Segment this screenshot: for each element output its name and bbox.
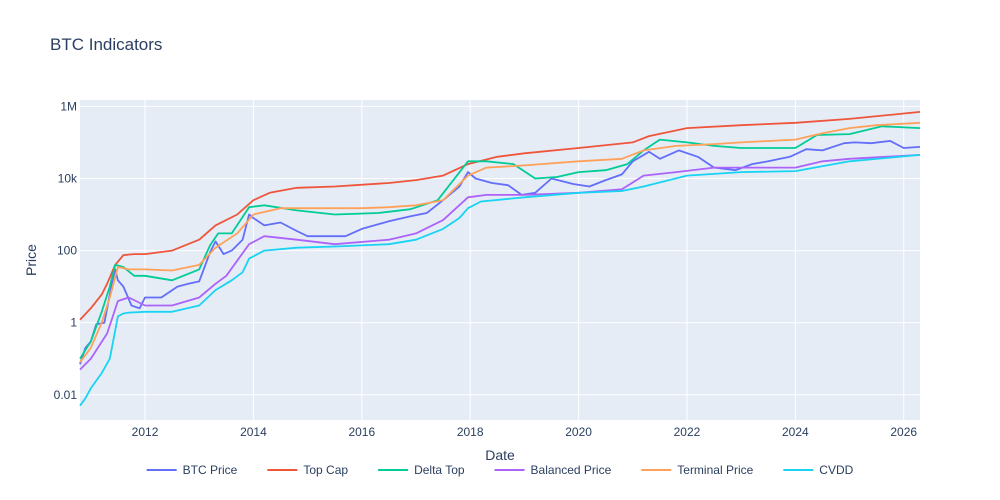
x-tick-label: 2020 [565, 425, 592, 439]
series-line-3 [79, 154, 921, 371]
y-tick-label: 1 [70, 316, 77, 330]
x-tick-label: 2024 [782, 425, 809, 439]
series-line-2 [79, 125, 921, 360]
x-tick-label: 2014 [240, 425, 267, 439]
y-axis-ticks: 0.01 1 100 10k 1M [54, 99, 78, 401]
x-tick-label: 2026 [890, 425, 917, 439]
x-axis-title: Date [485, 447, 515, 463]
x-axis-ticks: 2012 2014 2016 2018 2020 2022 2024 2026 [132, 425, 918, 439]
legend-label: Terminal Price [677, 463, 753, 477]
plot-area [80, 100, 920, 420]
legend-label: BTC Price [183, 463, 238, 477]
y-axis-title: Price [23, 244, 39, 276]
x-tick-label: 2016 [348, 425, 375, 439]
series-layer [79, 111, 921, 407]
y-tick-label: 0.01 [54, 388, 78, 402]
legend-label: Top Cap [303, 463, 348, 477]
series-line-5 [79, 154, 921, 407]
legend-label: CVDD [819, 463, 853, 477]
series-line-4 [79, 121, 921, 363]
legend-label: Balanced Price [531, 463, 612, 477]
chart-title: BTC Indicators [50, 35, 162, 54]
grid [80, 100, 920, 420]
x-tick-label: 2018 [457, 425, 484, 439]
x-tick-label: 2012 [132, 425, 159, 439]
legend: BTC Price Top Cap Delta Top Balanced Price T… [146, 463, 854, 477]
series-line-1 [79, 111, 921, 321]
x-tick-label: 2022 [674, 425, 701, 439]
legend-label: Delta Top [414, 463, 465, 477]
y-tick-label: 10k [58, 171, 78, 185]
y-tick-label: 1M [60, 99, 77, 113]
y-tick-label: 100 [57, 244, 77, 258]
